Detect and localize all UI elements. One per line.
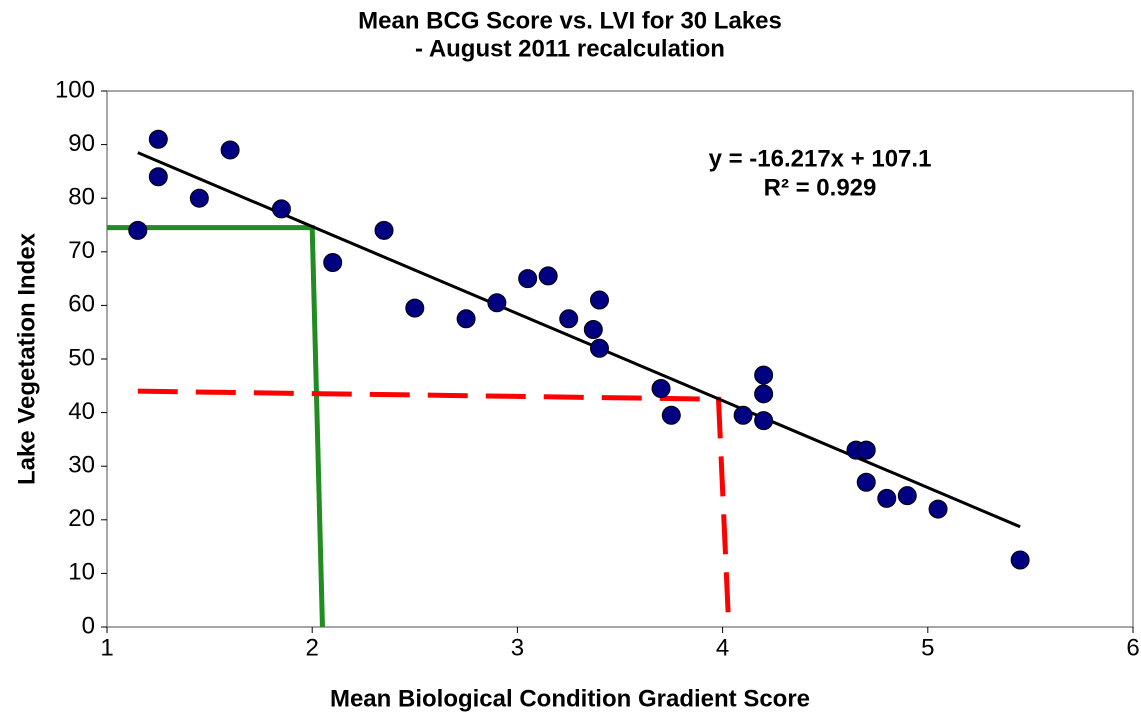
point	[928, 499, 948, 519]
y-tick-label: 10	[68, 559, 95, 586]
y-tick-label: 90	[68, 130, 95, 157]
x-tick-label: 4	[716, 634, 729, 661]
point	[661, 405, 681, 425]
y-tick-label: 100	[55, 76, 95, 103]
point	[589, 290, 609, 310]
point	[754, 411, 774, 431]
point	[518, 269, 538, 289]
y-tick-label: 20	[68, 505, 95, 532]
point	[754, 384, 774, 404]
point	[148, 167, 168, 187]
y-tick-label: 50	[68, 344, 95, 371]
y-tick-label: 80	[68, 184, 95, 211]
chart-title: Mean BCG Score vs. LVI for 30 Lakes	[358, 7, 782, 34]
annotation: y = -16.217x + 107.1	[709, 145, 932, 172]
point	[589, 338, 609, 358]
point	[128, 220, 148, 240]
point	[405, 298, 425, 318]
x-tick-label: 3	[511, 634, 524, 661]
y-tick-label: 40	[68, 398, 95, 425]
point	[271, 199, 291, 219]
point	[856, 472, 876, 492]
point	[374, 220, 394, 240]
x-axis-label: Mean Biological Condition Gradient Score	[330, 685, 810, 712]
point	[1010, 550, 1030, 570]
x-tick-label: 1	[100, 634, 113, 661]
point	[583, 320, 603, 340]
point	[559, 309, 579, 329]
point	[148, 129, 168, 149]
point	[323, 253, 343, 273]
y-tick-label: 60	[68, 291, 95, 318]
point	[877, 488, 897, 508]
point	[220, 140, 240, 160]
point	[456, 309, 476, 329]
point	[897, 486, 917, 506]
point	[189, 188, 209, 208]
y-tick-label: 30	[68, 452, 95, 479]
point	[733, 405, 753, 425]
point	[651, 378, 671, 398]
x-tick-label: 6	[1126, 634, 1139, 661]
annotation: R² = 0.929	[764, 174, 877, 201]
x-tick-label: 2	[306, 634, 319, 661]
point	[856, 440, 876, 460]
y-tick-label: 70	[68, 237, 95, 264]
point	[538, 266, 558, 286]
x-tick-label: 5	[921, 634, 934, 661]
y-tick-label: 0	[82, 612, 95, 639]
point	[487, 293, 507, 313]
point	[754, 365, 774, 385]
y-axis-label: Lake Vegetation Index	[13, 232, 40, 485]
chart-title: - August 2011 recalculation	[415, 35, 725, 62]
